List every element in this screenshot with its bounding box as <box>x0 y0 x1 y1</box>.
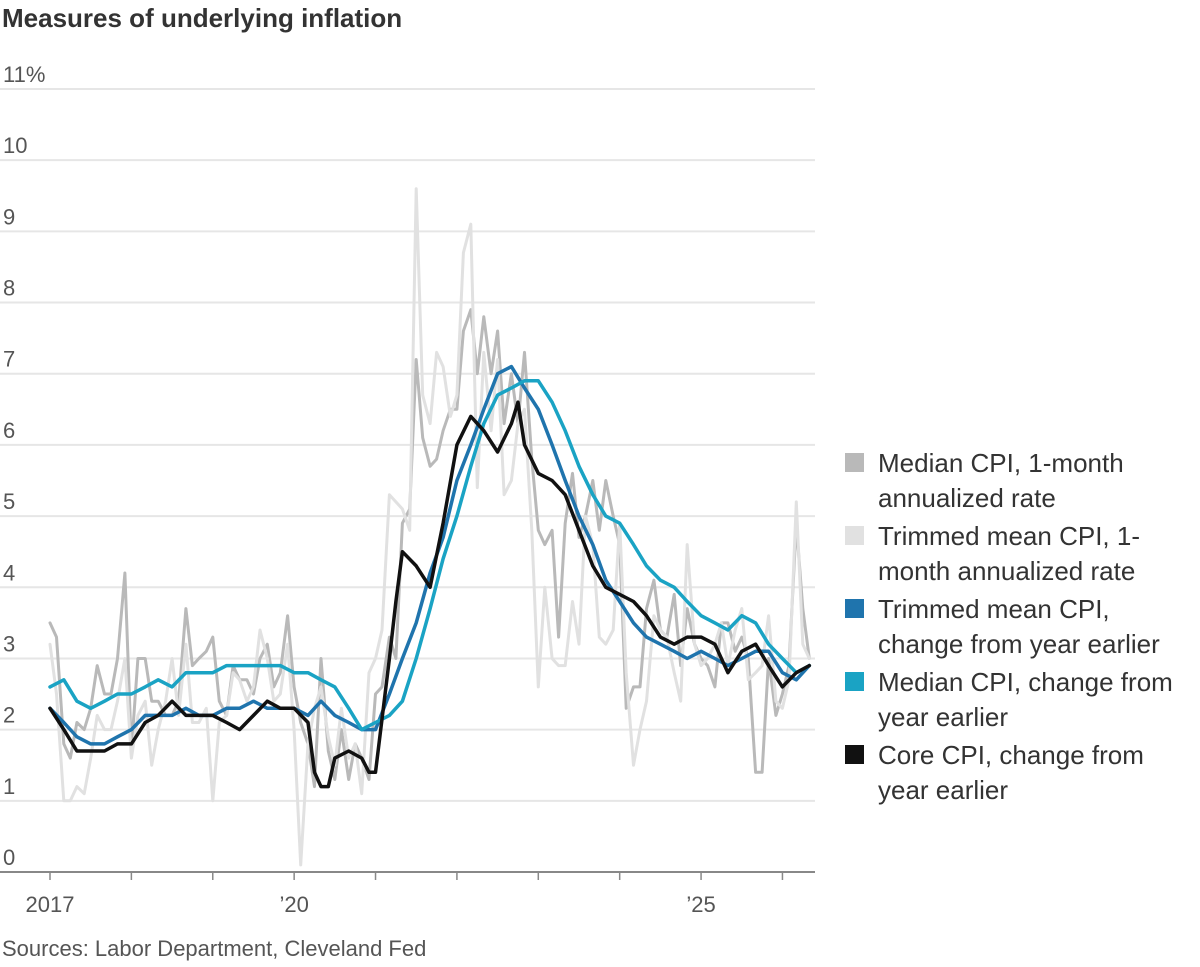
y-tick-label: 7 <box>3 347 15 372</box>
y-tick-label: 2 <box>3 703 15 728</box>
series-lines <box>48 187 812 867</box>
legend-swatch-median-1m <box>845 453 864 472</box>
legend-swatch-trimmed-yoy <box>845 599 864 618</box>
y-tick-label: 1 <box>3 774 15 799</box>
y-tick-label: 10 <box>3 133 27 158</box>
x-tick-label: ’25 <box>686 892 715 917</box>
legend-item-median-yoy: Median CPI, change from year earlier <box>845 665 1200 735</box>
legend-swatch-core-yoy <box>845 745 864 764</box>
legend-swatch-trimmed-1m <box>845 526 864 545</box>
chart-title: Measures of underlying inflation <box>2 3 403 33</box>
x-tick-label: ’20 <box>279 892 308 917</box>
series-line-trimmed-1m <box>48 187 811 867</box>
y-tick-label: 3 <box>3 631 15 656</box>
series-line-median-yoy <box>48 379 812 732</box>
y-tick-label: 9 <box>3 204 15 229</box>
y-tick-label: 11% <box>3 62 45 87</box>
legend-label-trimmed-yoy: Trimmed mean CPI, change from year earli… <box>878 594 1160 659</box>
legend-item-trimmed-1m: Trimmed mean CPI, 1-month annualized rat… <box>845 519 1200 589</box>
series-line-core-yoy <box>48 400 812 789</box>
series-line-trimmed-yoy <box>48 364 812 746</box>
y-tick-label: 8 <box>3 276 15 301</box>
y-axis-tick-labels: 0 1 2 3 4 5 6 7 8 9 10 11% <box>3 62 45 870</box>
legend-label-median-1m: Median CPI, 1-month annualized rate <box>878 448 1124 513</box>
y-tick-label: 6 <box>3 418 15 443</box>
legend-item-median-1m: Median CPI, 1-month annualized rate <box>845 446 1200 516</box>
y-tick-label: 5 <box>3 489 15 514</box>
y-tick-label: 4 <box>3 560 15 585</box>
legend-item-core-yoy: Core CPI, change from year earlier <box>845 738 1200 808</box>
legend-swatch-median-yoy <box>845 672 864 691</box>
source-note: Sources: Labor Department, Cleveland Fed <box>2 936 427 961</box>
grid-lines <box>0 88 815 802</box>
legend-label-core-yoy: Core CPI, change from year earlier <box>878 740 1144 805</box>
y-tick-label: 0 <box>3 845 15 870</box>
legend-label-trimmed-1m: Trimmed mean CPI, 1-month annualized rat… <box>878 521 1140 586</box>
x-tick-label: 2017 <box>26 892 75 917</box>
x-axis: 2017 ’20 ’25 <box>0 871 815 917</box>
legend-item-trimmed-yoy: Trimmed mean CPI, change from year earli… <box>845 592 1200 662</box>
legend: Median CPI, 1-month annualized rate Trim… <box>845 446 1200 811</box>
legend-label-median-yoy: Median CPI, change from year earlier <box>878 667 1173 732</box>
